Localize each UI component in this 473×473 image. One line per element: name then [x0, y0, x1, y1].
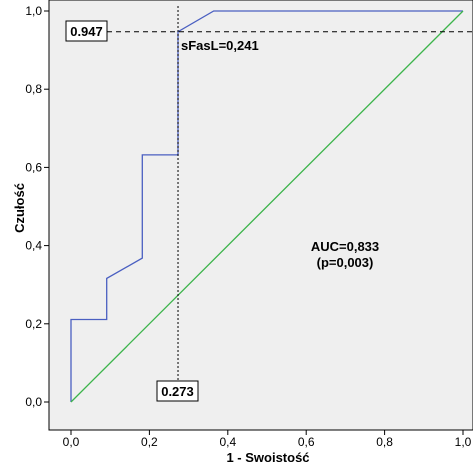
x-tick-label: 0,2	[141, 435, 158, 449]
y-tick-label: 0,0	[25, 395, 42, 409]
y-axis-title: Czułość	[12, 183, 27, 233]
y-tick-label: 0,4	[25, 239, 42, 253]
y-annotation-label: 0.947	[70, 24, 103, 39]
y-tick-label: 0,6	[25, 160, 42, 174]
x-annotation-label: 0.273	[161, 384, 194, 399]
y-annotation-box: 0.947	[65, 20, 108, 42]
y-tick-label: 1,0	[25, 4, 42, 18]
series-layer	[70, 10, 464, 403]
axis-ticks: 0,0 0,2 0,4 0,6 0,8 1,0 0,0 0,2 0,4 0,6 0,8 1,0	[25, 4, 471, 449]
x-tick-label: 0,0	[63, 435, 80, 449]
y-tick-label: 0,8	[25, 82, 42, 96]
auc-annotation: AUC=0,833	[311, 239, 379, 254]
y-tick-label: 0,2	[25, 317, 42, 331]
x-tick-label: 0,8	[376, 435, 393, 449]
x-axis-title: 1 - Swoistość	[226, 450, 309, 465]
cutoff-annotation: sFasL=0,241	[181, 38, 259, 53]
x-tick-label: 0,4	[219, 435, 236, 449]
x-annotation-box: 0.273	[156, 380, 199, 402]
x-tick-label: 1,0	[455, 435, 472, 449]
reference-lines	[107, 6, 473, 381]
reference-diagonal-line	[70, 10, 464, 403]
p-value-annotation: (p=0,003)	[317, 255, 374, 270]
x-tick-label: 0,6	[298, 435, 315, 449]
roc-curve-line	[70, 10, 463, 402]
